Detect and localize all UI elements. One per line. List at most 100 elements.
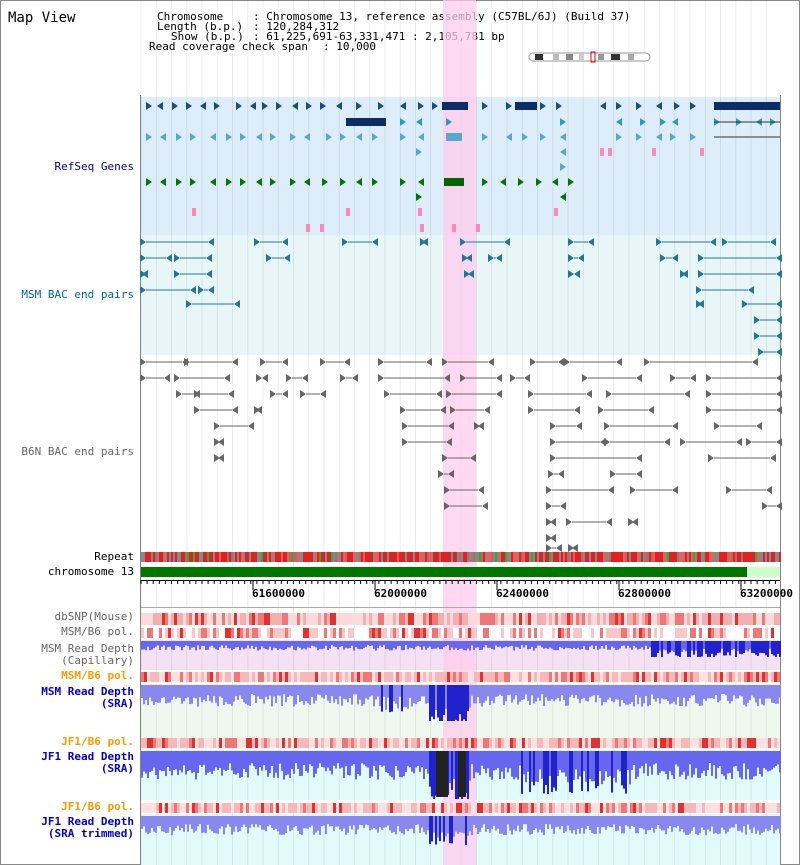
depth-bar xyxy=(231,751,233,771)
depth-bar xyxy=(765,685,767,699)
depth-bar xyxy=(425,816,427,835)
heat-cell xyxy=(366,628,369,638)
depth-bar xyxy=(341,641,343,647)
heat-cell xyxy=(282,672,285,682)
heat-cell xyxy=(675,738,678,748)
heat-cell xyxy=(153,803,156,813)
repeat-element xyxy=(761,552,763,562)
repeat-element xyxy=(153,552,155,562)
depth-bar xyxy=(349,641,351,648)
refseq-genes-track[interactable] xyxy=(146,102,780,232)
depth-bar xyxy=(563,816,565,834)
gene-exon-mark xyxy=(546,544,552,552)
depth-bar xyxy=(603,751,605,781)
depth-bar xyxy=(147,641,149,647)
depth-bar xyxy=(373,685,375,707)
depth-bar xyxy=(603,641,605,649)
repeat-element xyxy=(685,552,687,562)
heat-cell xyxy=(717,803,720,813)
gene-exon-mark xyxy=(166,254,172,262)
depth-bar xyxy=(409,816,411,829)
heat-cell xyxy=(204,738,207,748)
repeat-element xyxy=(195,552,197,562)
heat-cell xyxy=(528,628,531,638)
depth-peak xyxy=(440,751,444,797)
depth-bar xyxy=(567,641,569,649)
depth-bar xyxy=(637,816,639,834)
depth-bar xyxy=(199,816,201,825)
depth-bar xyxy=(385,751,387,773)
repeat-element xyxy=(169,552,171,562)
depth-bar xyxy=(399,641,401,646)
depth-bar xyxy=(509,685,511,695)
heat-cell xyxy=(228,803,231,813)
msm-bac-track[interactable] xyxy=(140,238,782,356)
heat-cell xyxy=(732,672,735,682)
depth-bar xyxy=(241,685,243,699)
depth-bar xyxy=(231,685,233,706)
heat-cell xyxy=(462,803,465,813)
depth-bar xyxy=(233,685,235,702)
depth-bar xyxy=(613,685,615,703)
repeat-track[interactable] xyxy=(141,552,781,562)
depth-bar xyxy=(765,751,767,770)
depth-bar xyxy=(203,751,205,765)
depth-bar xyxy=(285,751,287,776)
depth-bar xyxy=(659,641,661,651)
depth-bar xyxy=(647,641,649,650)
depth-bar xyxy=(671,685,673,704)
depth-bar xyxy=(545,816,547,825)
heat-cell xyxy=(279,628,282,638)
depth-bar xyxy=(445,816,447,837)
heat-cell xyxy=(402,628,405,638)
depth-bar xyxy=(561,685,563,696)
depth-bar xyxy=(635,751,637,779)
heat-cell xyxy=(714,628,717,638)
heat-cell xyxy=(513,803,516,813)
repeat-element xyxy=(677,552,679,562)
depth-bar xyxy=(411,685,413,707)
depth-bar xyxy=(517,816,519,826)
depth-bar xyxy=(531,816,533,835)
gene-exon-mark xyxy=(546,502,552,510)
heat-cell xyxy=(645,613,648,625)
depth-bar xyxy=(709,751,711,764)
depth-bar xyxy=(647,685,649,707)
heat-cell xyxy=(624,628,627,638)
depth-bar xyxy=(179,685,181,698)
depth-bar xyxy=(201,751,203,767)
highlight-region[interactable] xyxy=(443,0,476,865)
heat-cell xyxy=(528,672,531,682)
heat-cell xyxy=(342,613,345,625)
depth-bar xyxy=(193,685,195,698)
b6n-bac-track[interactable] xyxy=(140,358,782,552)
gene-exon-mark xyxy=(340,374,346,382)
chromosome-ideogram[interactable] xyxy=(528,51,651,63)
heat-cell xyxy=(423,613,426,625)
depth-bar xyxy=(183,751,185,766)
depth-bar xyxy=(419,685,421,702)
depth-bar xyxy=(477,751,479,773)
chromosome-bar[interactable] xyxy=(141,567,747,577)
depth-bar xyxy=(569,641,571,649)
heat-cell xyxy=(696,672,699,682)
read-depth-tracks[interactable] xyxy=(141,641,781,845)
length-value: : 120,284,312 xyxy=(253,20,340,33)
heat-cell xyxy=(276,628,279,638)
repeat-element xyxy=(711,552,713,562)
depth-bar xyxy=(739,685,741,696)
depth-bar xyxy=(677,816,679,826)
heat-cell xyxy=(651,613,654,625)
repeat-element xyxy=(205,552,207,562)
depth-bar xyxy=(717,816,719,835)
polymorphism-heatmaps[interactable] xyxy=(141,613,780,813)
depth-bar xyxy=(237,816,239,833)
depth-bar xyxy=(753,751,755,777)
depth-bar xyxy=(235,751,237,775)
heat-cell xyxy=(465,672,468,682)
heat-cell xyxy=(648,738,651,748)
heat-cell xyxy=(471,803,474,813)
depth-bar xyxy=(647,816,649,831)
depth-bar xyxy=(459,641,461,649)
